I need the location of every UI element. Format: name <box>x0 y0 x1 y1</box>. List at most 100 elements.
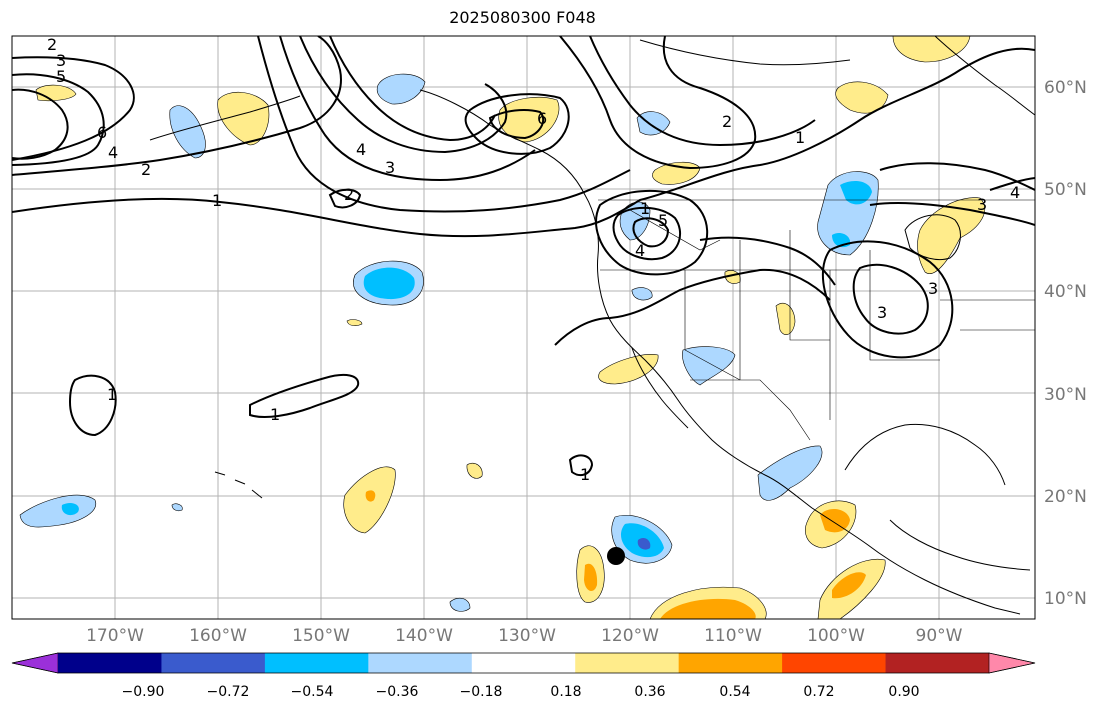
anomaly-neg-subtropic-core <box>637 537 651 550</box>
coast-baja <box>631 347 689 429</box>
coast-hudson-east <box>934 36 1035 116</box>
location-marker <box>607 547 625 565</box>
contour-3-west <box>12 56 135 161</box>
anomaly-neg-small3 <box>636 111 671 136</box>
coast-canada-north <box>639 39 851 66</box>
contour-label: 1 <box>212 191 222 210</box>
anomaly-neg-hawaii-west-core <box>61 502 79 516</box>
contour-2-small <box>328 188 362 209</box>
lon-label: 110°W <box>704 626 762 646</box>
anomaly-neg-small2 <box>631 287 653 301</box>
contour-label: 5 <box>56 67 66 86</box>
contour-label: 4 <box>108 143 118 162</box>
lat-label: 50°N <box>1044 180 1087 200</box>
contour-label: 3 <box>877 303 887 322</box>
anomaly-pos-small3 <box>346 319 363 326</box>
colorbar-tick-label: −0.54 <box>290 684 334 700</box>
contour-label: 4 <box>356 140 366 159</box>
contour-label: 3 <box>385 158 395 177</box>
lon-label: 130°W <box>498 626 556 646</box>
anomaly-neg-140w-core <box>363 267 415 300</box>
coast-hawaii <box>214 471 263 499</box>
anomaly-neg-bering <box>376 73 426 105</box>
colorbar-extend-high <box>988 652 1036 674</box>
contour-2-north <box>559 36 757 170</box>
coast-aleutians <box>149 95 301 141</box>
anomaly-neg-sw-us <box>682 346 736 386</box>
contour-3-east <box>869 201 1035 226</box>
contour-label: 1 <box>580 465 590 484</box>
contour-label: 2 <box>344 185 354 204</box>
colorbar-frame <box>11 652 1036 674</box>
contour-1-plains <box>554 268 831 346</box>
contour-label: 1 <box>795 128 805 147</box>
contour-label: 1 <box>270 405 280 424</box>
colorbar-tick-label: 0.54 <box>719 684 751 700</box>
colorbar-band <box>678 653 783 673</box>
contour-label: 2 <box>141 160 151 179</box>
coast-north-america-west <box>419 89 1021 615</box>
anomaly-pos-mexico-pac-core <box>820 508 850 533</box>
contour-3-plains <box>699 236 836 286</box>
contour-6-alaska <box>488 109 545 140</box>
colorbar-tick-label: 0.72 <box>803 684 835 700</box>
anomaly-neg-aleutian <box>169 105 206 159</box>
colorbar <box>11 652 1036 674</box>
contour-1-pacific-elongated <box>249 373 360 418</box>
contour-label: 3 <box>977 195 987 214</box>
contour-1-pacific-small <box>68 374 117 437</box>
contour-1-east <box>879 162 1035 191</box>
contour-label: 5 <box>658 211 668 230</box>
contour-label: 2 <box>47 35 57 54</box>
contour-low-nw-inner <box>612 206 682 261</box>
anomaly-neg-hawaii-west <box>19 494 97 528</box>
anomaly-neg-small4 <box>171 503 183 512</box>
lat-label: 30°N <box>1044 385 1087 405</box>
colorbar-band <box>161 653 266 673</box>
contour-label: 4 <box>635 241 645 260</box>
colorbar-band <box>885 653 990 673</box>
contour-lowpressure-nw <box>595 189 709 276</box>
anomaly-neg-gulf-ca <box>757 445 823 501</box>
contour-4-aleutian <box>299 36 508 154</box>
colorbar-band <box>471 653 576 673</box>
colorbar-band <box>575 653 680 673</box>
colorbar-tick-label: −0.72 <box>206 684 250 700</box>
contour-label: 6 <box>537 109 547 128</box>
anomaly-neg-small1 <box>449 597 471 612</box>
colorbar-band <box>368 653 473 673</box>
colorbar-extend-low <box>11 652 59 674</box>
anomaly-pos-122w-core <box>584 563 598 592</box>
colorbar-tick-label: −0.18 <box>459 684 503 700</box>
colorbar-band <box>264 653 369 673</box>
anomaly-pos-great-lakes <box>917 197 986 274</box>
anomaly-pos-hudson-north <box>892 36 971 63</box>
lon-label: 140°W <box>395 626 453 646</box>
lon-label: 150°W <box>292 626 350 646</box>
anomaly-pos-alaska <box>498 97 560 143</box>
contour-label: 3 <box>56 51 66 70</box>
contour-low-nw-core <box>632 217 670 248</box>
lon-label: 100°W <box>807 626 865 646</box>
colorbar-tick-label: 0.18 <box>550 684 582 700</box>
contour-lines <box>12 36 1035 477</box>
anomaly-pos-110w-core <box>660 598 756 619</box>
lon-label: 90°W <box>915 626 963 646</box>
lat-label: 40°N <box>1044 282 1087 302</box>
anomaly-pos-145w-core <box>365 490 376 502</box>
contour-1-north <box>589 36 816 147</box>
map-frame <box>11 35 1036 620</box>
contour-1-aleutian <box>257 36 631 213</box>
anomaly-pos-aleutian <box>217 92 270 146</box>
contour-label: 2 <box>722 112 732 131</box>
contour-low-central <box>821 240 954 359</box>
contour-label: 1 <box>640 199 650 218</box>
contour-1-main <box>12 47 1035 238</box>
anomaly-pos-small4 <box>712 606 728 612</box>
contour-label: 4 <box>1010 183 1020 202</box>
lat-label: 20°N <box>1044 487 1087 507</box>
contour-2-main <box>12 36 342 176</box>
colorbar-band <box>782 653 887 673</box>
anomaly-pos-gulf-south-core <box>832 572 866 599</box>
colorbar-tick-label: −0.36 <box>375 684 419 700</box>
